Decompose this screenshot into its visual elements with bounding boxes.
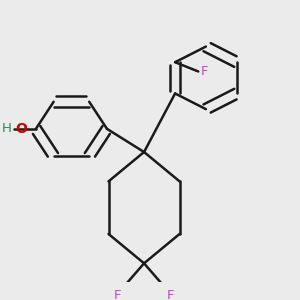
Text: H: H [2,122,12,135]
Text: F: F [201,65,208,78]
Text: O: O [15,122,27,136]
Text: F: F [167,289,175,300]
Text: F: F [113,289,121,300]
